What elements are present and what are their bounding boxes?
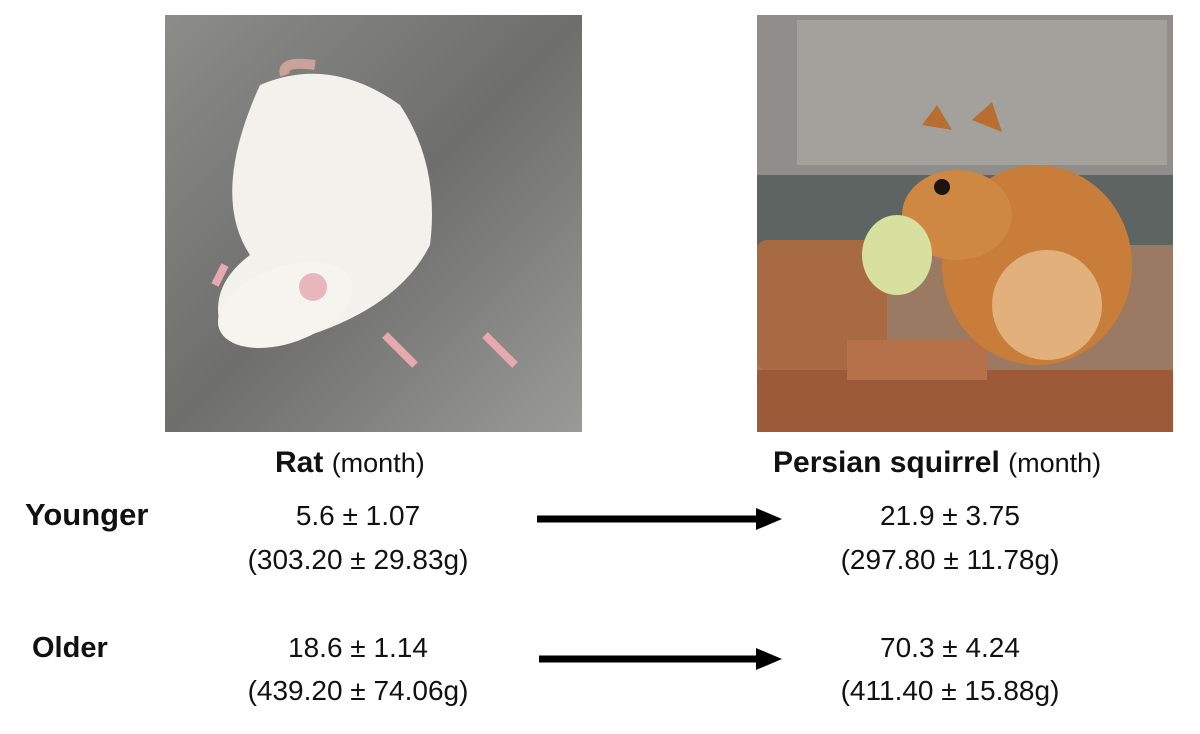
value: (297.80 ± 11.78g) xyxy=(840,544,1060,575)
value: 5.6 ± 1.07 xyxy=(295,500,421,531)
column-name: Persian squirrel xyxy=(773,446,1000,479)
value: (303.20 ± 29.83g) xyxy=(247,544,469,575)
column-name: Rat xyxy=(275,446,324,479)
value: 70.3 ± 4.24 xyxy=(880,632,1020,663)
column-unit: (month) xyxy=(331,448,425,478)
arrowhead xyxy=(756,648,782,670)
value: 21.9 ± 3.75 xyxy=(880,500,1020,531)
value: (439.20 ± 74.06g) xyxy=(247,675,469,706)
arrowhead xyxy=(756,508,782,530)
squirrel-photo xyxy=(757,15,1173,432)
column-header: Persian squirrel (month) xyxy=(773,446,1101,480)
value: (411.40 ± 15.88g) xyxy=(840,675,1060,706)
arrows xyxy=(537,508,782,670)
row-label: Younger xyxy=(25,497,149,532)
column-unit: (month) xyxy=(1008,448,1102,478)
column-header: Rat (month) xyxy=(275,446,425,480)
rat-photo xyxy=(165,15,582,432)
value: 18.6 ± 1.14 xyxy=(288,632,428,663)
row-label: Older xyxy=(32,632,108,664)
